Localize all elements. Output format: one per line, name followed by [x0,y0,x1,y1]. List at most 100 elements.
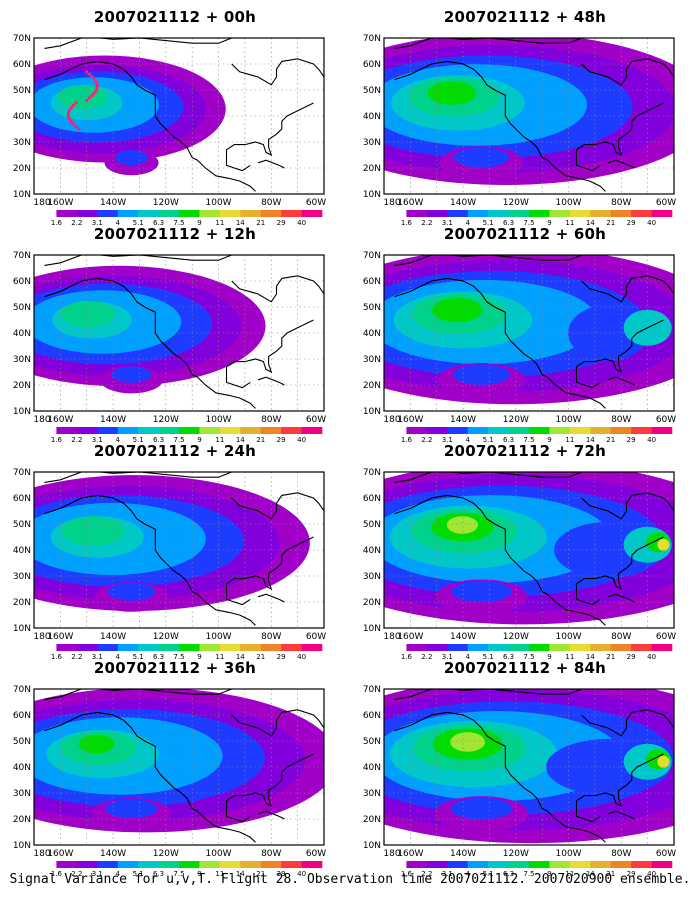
lat-tick-label: 70N [13,685,31,695]
colorbar-swatch [508,210,530,217]
panel-title: 2007021112 + 24h [93,442,257,460]
coastline [575,102,664,172]
flight-track-point [87,96,92,100]
lon-tick-label: 100W [556,415,582,425]
lat-tick-label: 40N [363,112,381,122]
colorbar-swatch [467,427,489,434]
colorbar-swatch [569,861,591,868]
colorbar-label: 2.2 [421,436,432,444]
colorbar-swatch [56,861,78,868]
lat-tick-label: 20N [363,598,381,608]
colorbar-label: 40 [647,436,656,444]
panel-title: 2007021112 + 84h [443,659,607,677]
colorbar-label: 9 [197,870,201,878]
colorbar-label: 9 [547,870,551,878]
variance-contour [450,797,513,820]
lat-tick-label: 30N [363,355,381,365]
colorbar-swatch [281,210,302,217]
lat-tick-label: 60N [363,277,381,287]
colorbar-label: 14 [586,870,595,878]
colorbar-swatch [386,210,407,217]
colorbar-swatch [117,861,139,868]
lat-tick-label: 40N [363,546,381,556]
colorbar-label: 7.5 [523,870,534,878]
colorbar-swatch [386,644,407,651]
lon-tick-label: 140W [450,198,476,208]
variance-contour [657,755,670,768]
lon-tick-label: 100W [206,632,232,642]
variance-field [34,55,226,176]
colorbar-label: 5.1 [483,870,494,878]
colorbar-label: 3.1 [442,870,453,878]
panel-84h: 2007021112 + 84h 70N 60N 50N 40N 30N 20N 10N 18… [360,659,690,878]
lon-tick-label: 160W [47,198,73,208]
colorbar-label: 1.6 [51,436,63,444]
variance-field [34,265,266,394]
lat-tick-label: 40N [363,329,381,339]
lat-tick-label: 50N [363,737,381,747]
colorbar-swatch [488,861,509,868]
lat-tick-label: 10N [363,190,381,200]
colorbar-label: 21 [256,436,265,444]
coastline [44,277,256,409]
lat-tick-label: 50N [363,303,381,313]
colorbar-swatch [281,427,302,434]
lon-tick-label: 120W [503,632,529,642]
colorbar-label: 3.1 [442,436,453,444]
variance-contour [61,516,125,546]
colorbar-swatch [406,861,428,868]
colorbar-label: 3.1 [92,653,103,661]
coastline [44,60,256,192]
colorbar-swatch [260,644,282,651]
coastline [231,709,324,737]
colorbar-label: 3.1 [442,219,453,227]
colorbar-swatch [76,210,98,217]
coastline [44,472,232,483]
colorbar-label: 7.5 [523,219,534,227]
lat-tick-label: 10N [13,624,31,634]
colorbar-swatch [508,644,530,651]
lat-tick-label: 40N [13,112,31,122]
colorbar-swatch [447,210,469,217]
coastlines [394,255,674,409]
colorbar-label: 21 [256,870,265,878]
colorbar-label: 14 [236,870,245,878]
coastline [257,810,285,820]
variance-contour [427,81,477,105]
flight-track-point [94,79,98,83]
variance-contour [451,581,512,603]
colorbar-swatch [488,427,509,434]
lat-tick-label: 20N [13,381,31,391]
colorbar-label: 4 [115,870,120,878]
colorbar-swatch [447,644,469,651]
lon-tick-label: 60W [656,632,676,642]
colorbar-swatch [426,427,448,434]
colorbar-swatch [631,644,652,651]
colorbar-swatch [97,210,119,217]
flight-track-point [85,98,89,102]
colorbar-swatch [117,210,139,217]
flight-track-point [77,127,81,131]
colorbar-label: 1.6 [51,870,63,878]
colorbar-label: 2.2 [71,870,82,878]
lat-tick-label: 70N [363,468,381,478]
colorbar-swatch [549,427,571,434]
flight-track-point [92,91,96,95]
colorbar-label: 29 [627,870,636,878]
coastlines [44,472,324,626]
colorbar-swatch [179,861,200,868]
lon-tick-label: 60W [656,198,676,208]
lon-tick-label: 160W [47,415,73,425]
colorbar-swatch [56,644,78,651]
colorbar-label: 29 [627,436,636,444]
colorbar-label: 5.1 [133,436,144,444]
colorbar-label: 1.6 [401,653,413,661]
lon-tick-label: 100W [206,415,232,425]
lon-tick-label: 80W [611,415,631,425]
coastlines [394,38,674,192]
variance-contour [78,734,115,754]
coastline [581,492,674,520]
